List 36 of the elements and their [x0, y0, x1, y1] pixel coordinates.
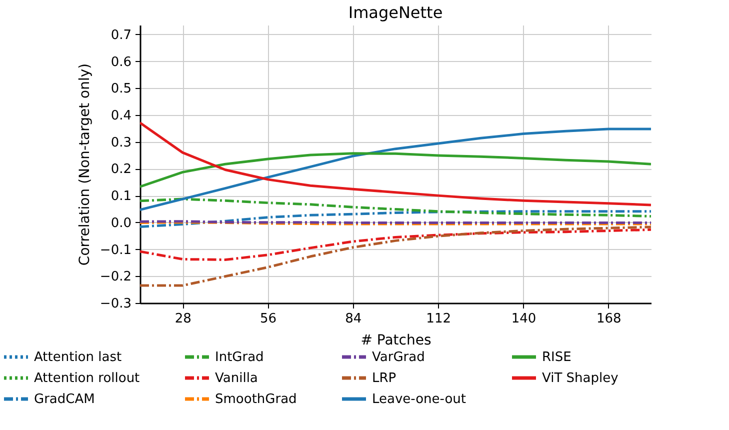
legend-label: Attention rollout [34, 371, 140, 386]
legend-label: RISE [542, 350, 572, 365]
line-series [140, 228, 651, 262]
x-tick-label: 56 [260, 312, 277, 326]
x-axis-title: # Patches [360, 332, 432, 348]
legend-label: Leave-one-out [372, 392, 466, 407]
line-series [140, 198, 651, 218]
x-tick-label: 28 [174, 312, 192, 326]
y-tick-label: −0.1 [100, 242, 132, 258]
legend-label: LRP [372, 371, 396, 386]
y-tick-label: 0.5 [110, 82, 132, 97]
y-tick-label: 0.7 [110, 28, 132, 43]
legend-label: Vanilla [215, 371, 258, 386]
line-series [140, 152, 651, 188]
y-tick-label: 0.6 [110, 54, 132, 70]
legend-label: GradCAM [34, 392, 95, 407]
y-tick-label: 0.0 [110, 216, 132, 231]
y-tick-label: 0.2 [110, 162, 132, 178]
y-tick-label: 0.3 [110, 135, 132, 150]
y-tick-label: 0.1 [110, 189, 132, 204]
x-tick-label: 84 [345, 312, 362, 326]
legend-label: ViT Shapley [542, 371, 619, 386]
legend-label: Attention last [34, 350, 122, 365]
x-tick-label: 168 [596, 312, 622, 326]
y-tick-label: 0.4 [110, 108, 132, 124]
legend-label: VarGrad [372, 350, 425, 365]
line-series [140, 210, 651, 228]
y-tick-label: −0.3 [100, 296, 132, 312]
legend-label: IntGrad [215, 350, 264, 365]
y-axis-title: Correlation (Non-target only) [76, 63, 93, 266]
line-series [140, 226, 651, 287]
x-tick-label: 140 [511, 312, 536, 326]
legend-label: SmoothGrad [215, 392, 297, 407]
x-tick-label: 112 [426, 312, 451, 326]
y-tick-label: −0.2 [100, 270, 132, 285]
chart-title: ImageNette [348, 3, 443, 22]
